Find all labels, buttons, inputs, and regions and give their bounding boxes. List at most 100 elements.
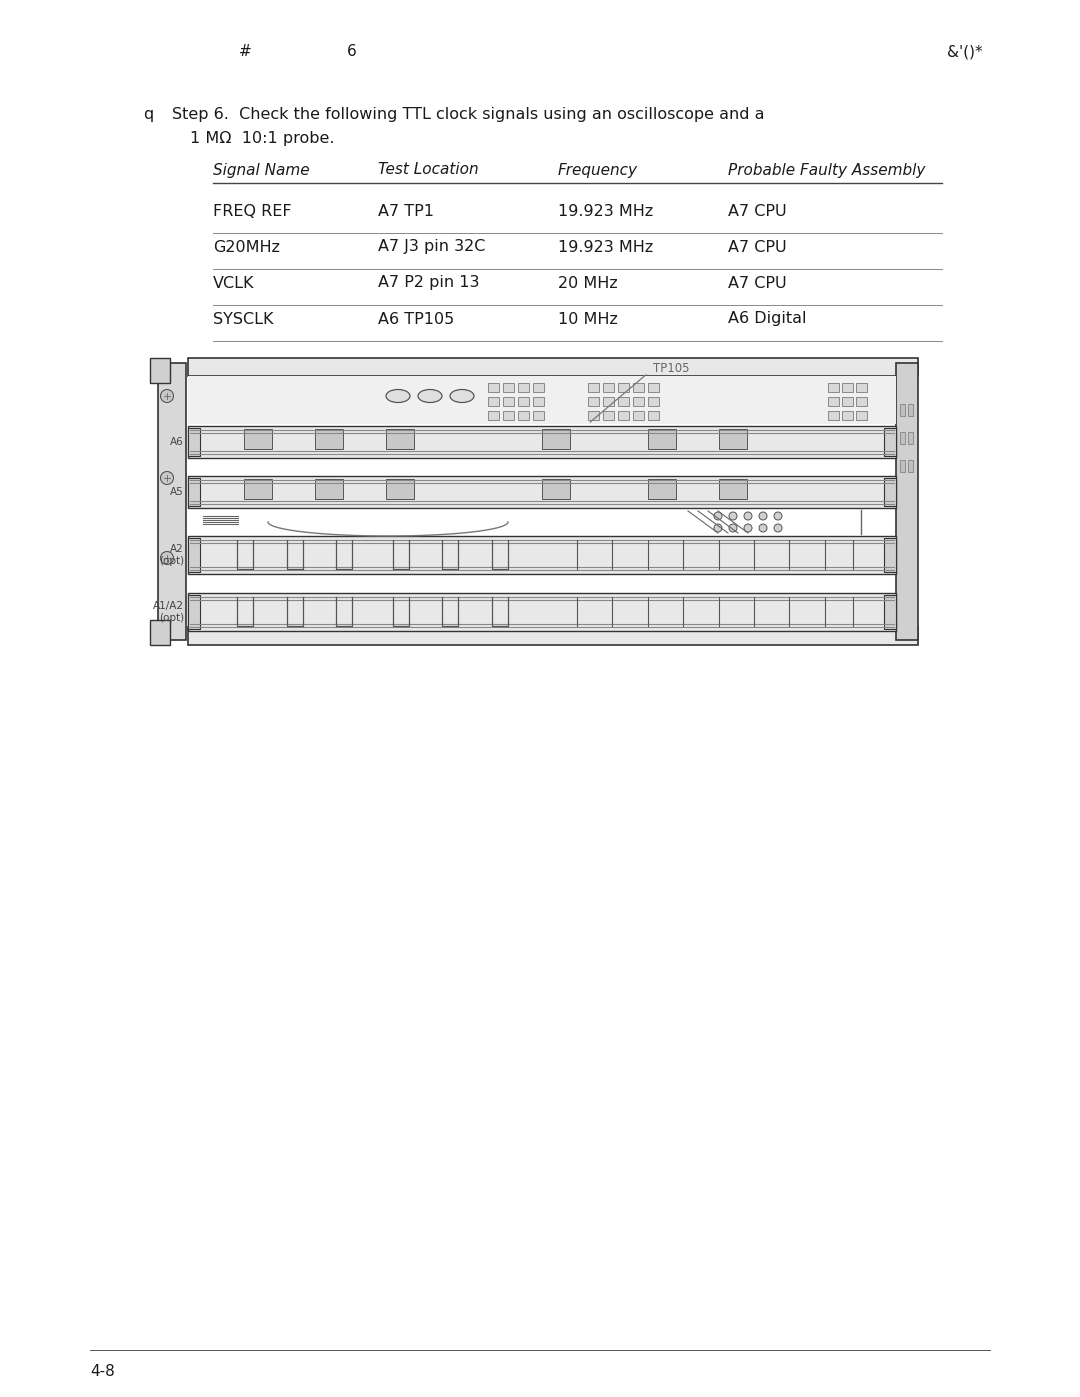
Bar [588, 383, 599, 393]
Circle shape [714, 524, 723, 532]
Text: A2
(opt): A2 (opt) [159, 545, 184, 566]
Text: 10 MHz: 10 MHz [558, 312, 618, 327]
Bar [648, 397, 659, 407]
Bar [150, 358, 170, 383]
Text: Step 6.  Check the following TTL clock signals using an oscilloscope and a: Step 6. Check the following TTL clock si… [172, 108, 765, 123]
Circle shape [729, 524, 737, 532]
Bar [188, 426, 896, 458]
Bar [244, 479, 272, 499]
Bar [488, 383, 499, 393]
Bar [885, 478, 896, 506]
Bar [518, 397, 529, 407]
Bar [908, 460, 913, 472]
Bar [588, 397, 599, 407]
Circle shape [161, 390, 174, 402]
Bar [386, 429, 414, 448]
Bar [828, 397, 839, 407]
Bar [900, 404, 905, 416]
Text: 19.923 MHz: 19.923 MHz [558, 204, 653, 218]
Text: #: # [239, 45, 252, 60]
Text: 4-8: 4-8 [90, 1365, 114, 1379]
Bar [244, 429, 272, 448]
Bar [842, 383, 853, 393]
Bar [633, 397, 644, 407]
Circle shape [759, 511, 767, 520]
Text: 1 MΩ  10:1 probe.: 1 MΩ 10:1 probe. [190, 130, 335, 145]
Text: A7 CPU: A7 CPU [728, 239, 786, 254]
Bar [633, 411, 644, 420]
Text: A6 Digital: A6 Digital [728, 312, 807, 327]
Text: 19.923 MHz: 19.923 MHz [558, 239, 653, 254]
Bar [542, 429, 570, 448]
Bar [828, 411, 839, 420]
Text: A7 CPU: A7 CPU [728, 275, 786, 291]
Circle shape [744, 524, 752, 532]
Bar [719, 479, 747, 499]
Text: Test Location: Test Location [378, 162, 478, 177]
Bar [188, 538, 200, 571]
Bar [719, 429, 747, 448]
Circle shape [729, 511, 737, 520]
Bar [188, 627, 918, 645]
Bar [315, 479, 343, 499]
Bar [633, 383, 644, 393]
Bar [648, 383, 659, 393]
Circle shape [744, 511, 752, 520]
Text: VCLK: VCLK [213, 275, 255, 291]
Bar [648, 411, 659, 420]
Text: A7 TP1: A7 TP1 [378, 204, 434, 218]
Bar [503, 411, 514, 420]
Text: 6: 6 [347, 45, 356, 60]
Bar [158, 363, 186, 640]
Bar [896, 363, 918, 640]
Text: q: q [143, 108, 153, 123]
Text: 20 MHz: 20 MHz [558, 275, 618, 291]
Bar [900, 432, 905, 444]
Bar [518, 383, 529, 393]
Bar [188, 536, 896, 574]
Bar [603, 383, 615, 393]
Text: A7 CPU: A7 CPU [728, 204, 786, 218]
Bar [386, 479, 414, 499]
Bar [908, 432, 913, 444]
Bar [488, 411, 499, 420]
Circle shape [161, 552, 174, 564]
Text: TP105: TP105 [653, 362, 689, 374]
Bar [856, 411, 867, 420]
Bar [603, 397, 615, 407]
Text: Frequency: Frequency [558, 162, 638, 177]
Bar [534, 383, 544, 393]
Text: A7 J3 pin 32C: A7 J3 pin 32C [378, 239, 485, 254]
Text: A1/A2
(opt): A1/A2 (opt) [153, 601, 184, 623]
Bar [842, 397, 853, 407]
Circle shape [714, 511, 723, 520]
Bar [856, 383, 867, 393]
Text: A5: A5 [171, 488, 184, 497]
Bar [188, 592, 896, 631]
Bar [856, 397, 867, 407]
Bar [842, 411, 853, 420]
Circle shape [161, 472, 174, 485]
Bar [188, 476, 896, 509]
Bar [503, 383, 514, 393]
Bar [908, 404, 913, 416]
Bar [188, 595, 200, 629]
Bar [618, 397, 629, 407]
Circle shape [774, 524, 782, 532]
Bar [188, 427, 200, 455]
Text: A6 TP105: A6 TP105 [378, 312, 455, 327]
Text: A6: A6 [171, 437, 184, 447]
Bar [900, 460, 905, 472]
Bar [603, 411, 615, 420]
Text: Signal Name: Signal Name [213, 162, 310, 177]
Bar [488, 397, 499, 407]
Bar [618, 411, 629, 420]
Text: G20MHz: G20MHz [213, 239, 280, 254]
Text: Probable Faulty Assembly: Probable Faulty Assembly [728, 162, 926, 177]
Bar [885, 595, 896, 629]
Bar [648, 479, 676, 499]
Bar [150, 620, 170, 645]
Ellipse shape [418, 390, 442, 402]
Bar [648, 429, 676, 448]
Bar [188, 478, 200, 506]
